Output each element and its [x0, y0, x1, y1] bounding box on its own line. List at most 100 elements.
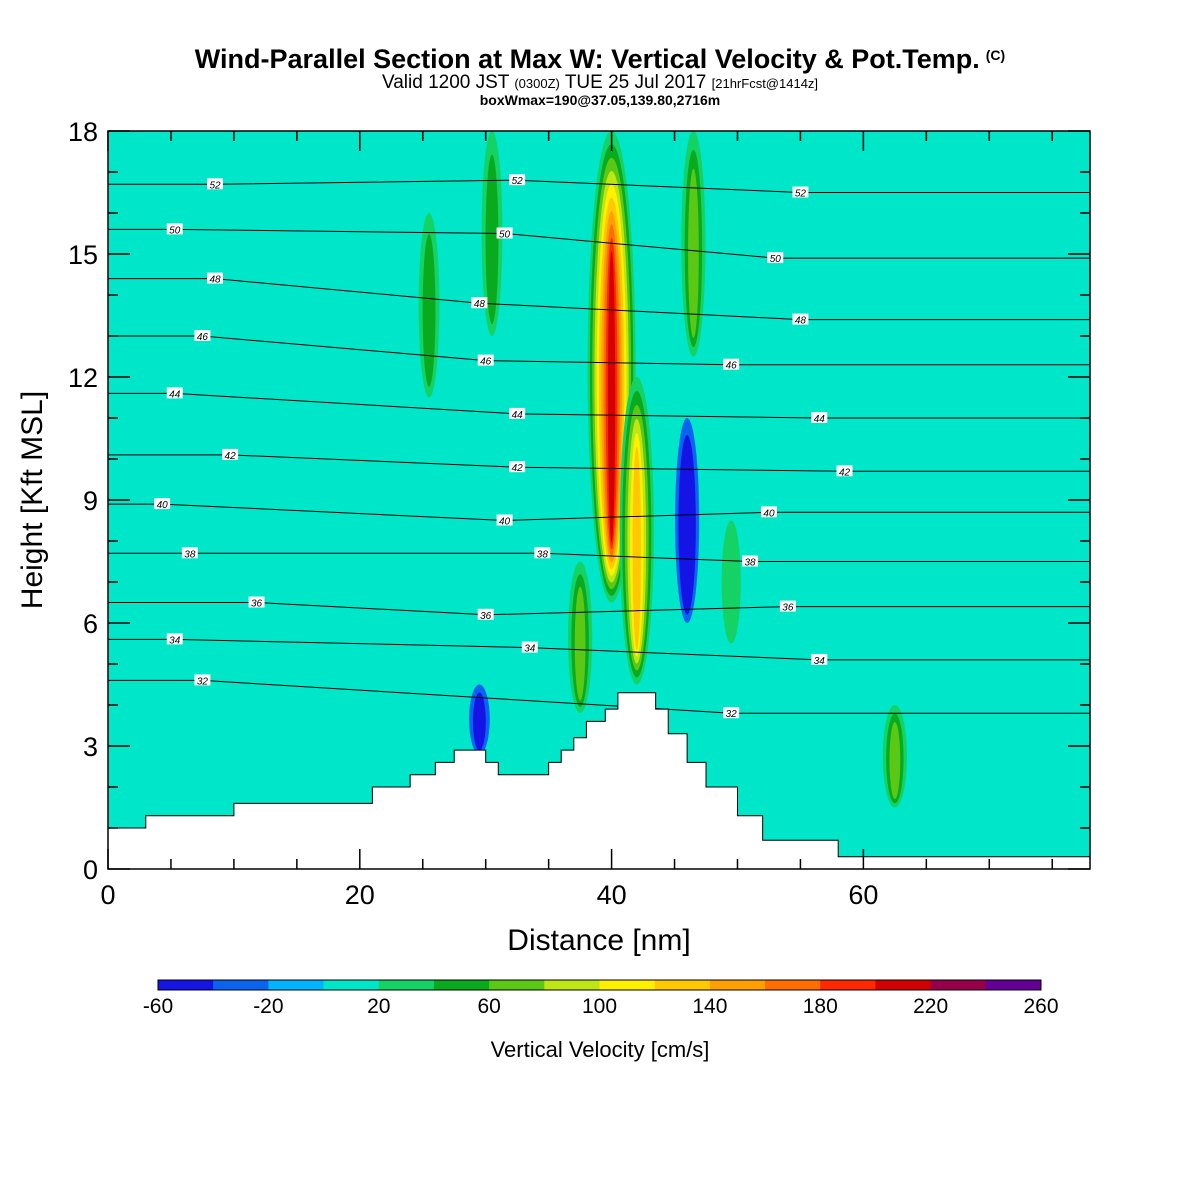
- theta-label-text: 46: [726, 361, 738, 372]
- theta-label-text: 50: [770, 254, 782, 265]
- velocity-band: [422, 234, 436, 387]
- theta-label-text: 38: [184, 549, 196, 560]
- y-axis-label: Height [Kft MSL]: [16, 391, 49, 609]
- theta-label-box: [166, 633, 183, 645]
- theta-label: 40: [496, 514, 513, 528]
- velocity-feature: [882, 705, 907, 808]
- theta-label: 48: [207, 272, 224, 286]
- theta-label-box: [477, 354, 494, 366]
- theta-label: 46: [723, 358, 740, 372]
- colorbar-swatch: [158, 980, 214, 990]
- theta-label: 38: [181, 547, 198, 560]
- colorbar-swatch: [323, 980, 380, 990]
- theta-label: 52: [792, 186, 809, 200]
- theta-label: 34: [521, 641, 538, 655]
- velocity-band: [688, 168, 699, 338]
- theta-label-box: [154, 498, 171, 510]
- velocity-feature: [568, 561, 593, 714]
- theta-contour-line: [108, 679, 1090, 714]
- x-axis-label: Distance [nm]: [507, 924, 690, 957]
- theta-label: 36: [477, 608, 494, 622]
- velocity-band: [681, 452, 693, 606]
- colorbar-frame: [157, 979, 1042, 991]
- colorbar-swatch: [599, 980, 656, 990]
- theta-label: 46: [477, 354, 494, 368]
- theta-label-box: [534, 547, 551, 559]
- colorbar-tick-label: -20: [253, 995, 283, 1018]
- theta-label-text: 44: [169, 389, 181, 400]
- colorbar-swatch: [378, 980, 435, 990]
- colorbar-tick-label: 20: [367, 995, 390, 1018]
- axes: [107, 130, 1090, 870]
- theta-label-box: [792, 313, 809, 325]
- velocity-band: [721, 520, 741, 644]
- theta-label-text: 46: [480, 357, 492, 368]
- velocity-band: [485, 154, 499, 325]
- theta-label-box: [760, 506, 777, 518]
- colorbar-swatch: [213, 980, 269, 990]
- theta-label-box: [521, 641, 538, 653]
- theta-label: 52: [509, 174, 526, 187]
- theta-label-text: 52: [512, 176, 524, 187]
- velocity-feature: [721, 520, 741, 644]
- colorbar-swatch: [930, 980, 987, 990]
- chart-subtitle: Valid 1200 JST (0300Z) TUE 25 Jul 2017 […: [381, 72, 819, 93]
- theta-label-box: [248, 596, 265, 608]
- y-tick-label: 0: [83, 855, 98, 885]
- theta-label: 34: [811, 653, 828, 667]
- theta-label: 40: [154, 498, 171, 511]
- theta-label-text: 42: [839, 467, 851, 478]
- chart-title: Wind-Parallel Section at Max W: Vertical…: [194, 44, 1006, 74]
- theta-label-box: [811, 653, 828, 665]
- theta-label: 42: [836, 465, 853, 478]
- theta-label-box: [496, 227, 513, 239]
- theta-label-text: 48: [795, 316, 807, 327]
- theta-label: 46: [194, 330, 211, 343]
- theta-label: 34: [166, 633, 183, 646]
- colorbar-swatch: [654, 980, 711, 990]
- theta-label: 32: [194, 674, 211, 687]
- colorbar-tick-label: 140: [692, 995, 727, 1018]
- colorbar-tick-label: 180: [803, 995, 838, 1018]
- theta-label-text: 40: [763, 508, 775, 519]
- colorbar-swatch: [985, 980, 1042, 990]
- theta-label-text: 46: [197, 332, 209, 343]
- colorbar-swatch: [709, 980, 766, 990]
- theta-label-text: 36: [480, 611, 492, 622]
- theta-label-text: 36: [251, 599, 263, 610]
- velocity-field: [418, 131, 907, 808]
- theta-label-box: [471, 297, 488, 309]
- theta-label-box: [779, 600, 796, 612]
- theta-label-text: 32: [197, 676, 209, 687]
- theta-label: 42: [509, 461, 526, 474]
- colorbar-tick-label: 100: [582, 995, 617, 1018]
- theta-label-text: 32: [726, 709, 738, 720]
- colorbar-tick-label: 220: [913, 995, 948, 1018]
- theta-label-box: [477, 608, 494, 620]
- theta-label-box: [742, 555, 759, 567]
- theta-labels: 52 52 52 50 50 50 48 48 48 46 46 46 44 44 44 42 42 42 40 40…: [154, 174, 853, 720]
- theta-label-text: 34: [524, 644, 536, 655]
- theta-label: 50: [767, 252, 784, 265]
- theta-label: 44: [811, 412, 828, 425]
- theta-label: 40: [760, 506, 777, 519]
- theta-label: 48: [471, 297, 488, 310]
- x-tick-label: 60: [848, 880, 878, 910]
- theta-label: 42: [222, 448, 239, 462]
- theta-label-box: [509, 407, 526, 419]
- theta-label: 32: [723, 707, 740, 720]
- theta-label-text: 34: [169, 635, 181, 646]
- colorbar-tick-label: 260: [1023, 995, 1058, 1018]
- theta-label-text: 42: [512, 463, 524, 474]
- theta-label-text: 48: [474, 299, 486, 310]
- theta-label-text: 44: [814, 414, 826, 425]
- colorbar: -60 -20 20 60 100 140 180 220 260 Vertical Veloci…: [143, 979, 1059, 1062]
- theta-label: 50: [496, 227, 513, 241]
- theta-label-box: [811, 412, 828, 423]
- colorbar-swatch: [489, 980, 545, 990]
- colorbar-label: Vertical Velocity [cm/s]: [491, 1037, 710, 1062]
- theta-label: 52: [207, 178, 224, 191]
- theta-label-text: 50: [169, 225, 181, 236]
- colorbar-swatch: [268, 980, 325, 990]
